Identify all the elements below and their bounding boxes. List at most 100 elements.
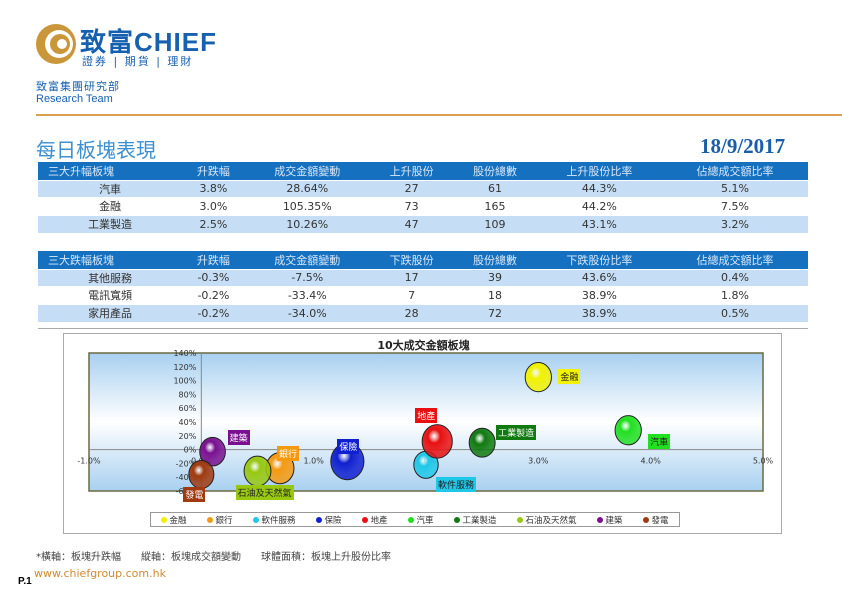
column-header: 股份總數 [453,162,537,180]
legend-marker [517,516,524,523]
column-header: 升跌幅 [182,251,245,269]
table-row: 汽車 3.8% 28.64% 27 61 44.3% 5.1% [38,179,808,198]
website-link[interactable]: www.chiefgroup.com.hk [34,567,166,580]
bubble-label: 工業製造 [496,424,537,440]
bubble-9 [188,460,215,489]
chart-title: 10大成交金額板塊 [377,339,470,352]
column-header: 下跌股份 [369,251,454,269]
legend-marker [253,516,260,523]
bubble-4 [421,424,453,459]
y-tick-label: -40% [176,473,197,482]
column-header: 上升股份 [369,162,454,180]
bubble-label: 建築 [227,429,250,445]
legend-marker [643,516,650,523]
column-header: 佔總成交額比率 [661,251,808,269]
x-tick-label: 4.0% [641,457,662,466]
table-cell: 0.4% [661,268,808,287]
bubble-label: 地產 [415,408,438,424]
table-row: 工業製造 2.5% 10.26% 47 109 43.1% 3.2% [38,214,808,233]
legend-item: 發電 [643,514,669,526]
table-cell: 165 [453,197,537,215]
table-row: 電訊寬頻 -0.2% -33.4% 7 18 38.9% 1.8% [38,286,808,304]
table-cell: 0.5% [661,303,808,322]
bubble-label: 汽車 [648,434,671,450]
table-cell: 3.0% [182,197,245,215]
table-cell: -34.0% [244,303,370,322]
top-sectors-table: 三大升幅板塊 升跌幅 成交金額變動 上升股份 股份總數 上升股份比率 佔總成交額比率 汽車 3.… [38,162,808,233]
bubble-8 [199,436,226,467]
legend-label: 汽車 [416,515,434,526]
bubble-5 [614,415,642,446]
table-row: 其他服務 -0.3% -7.5% 17 39 43.6% 0.4% [38,268,808,287]
table-cell: 105.35% [244,197,370,215]
divider [36,114,842,116]
legend-marker [454,516,461,523]
legend-item: 軟件服務 [253,514,296,526]
table-row: 金融 3.0% 105.35% 73 165 44.2% 7.5% [38,197,808,215]
legend-marker [161,516,168,523]
y-tick-label: 60% [179,404,197,413]
table-cell: 47 [369,214,454,233]
bottom-sectors-table: 三大跌幅板塊 升跌幅 成交金額變動 下跌股份 股份總數 下跌股份比率 佔總成交額比率 其他服務… [38,251,808,322]
chart-legend: 金融 銀行 軟件服務 保險 地產 汽車 工業製造 石油及天然氣 建築 發電 [150,512,680,527]
legend-item: 銀行 [207,514,233,526]
column-header: 三大升幅板塊 [38,162,183,180]
column-header: 佔總成交額比率 [661,162,808,180]
column-header: 成交金額變動 [244,162,370,180]
legend-marker [362,516,369,523]
legend-label: 工業製造 [462,515,497,526]
legend-label: 石油及天然氣 [525,515,577,526]
bubble-0 [524,362,552,393]
report-date: 18/9/2017 [700,134,786,158]
legend-item: 工業製造 [454,514,497,526]
table-cell: 44.3% [536,179,662,198]
table-cell: -33.4% [244,286,370,304]
table-cell: 39 [453,268,537,287]
bubble-label: 銀行 [276,446,299,462]
column-header: 下跌股份比率 [536,251,662,269]
table-cell: 家用產品 [38,303,183,322]
table-cell: 43.6% [536,268,662,287]
legend-item: 石油及天然氣 [517,514,577,526]
legend-item: 金融 [161,514,187,526]
page-number: P.1 [18,576,32,587]
table-cell: 38.9% [536,286,662,304]
column-header: 升跌幅 [182,162,245,180]
table-cell: 27 [369,179,454,198]
table-cell: 28.64% [244,179,370,198]
y-tick-label: 40% [179,418,197,427]
table-cell: 其他服務 [38,268,183,287]
column-header: 成交金額變動 [244,251,370,269]
bubble-label: 軟件服務 [436,476,477,492]
legend-label: 保險 [324,515,342,526]
legend-label: 發電 [651,515,669,526]
department: 致富集團研究部 [36,80,120,93]
table-cell: 工業製造 [38,214,183,233]
y-tick-label: 100% [173,377,196,386]
table-cell: 38.9% [536,303,662,322]
legend-label: 地產 [370,515,388,526]
legend-marker [207,516,214,523]
bubble-label: 保險 [337,439,360,455]
table-cell: 7.5% [661,197,808,215]
table-cell: -0.3% [182,268,245,287]
table-cell: 電訊寬頻 [38,286,183,304]
y-tick-label: 120% [173,363,196,372]
table-cell: 1.8% [661,286,808,304]
y-tick-label: 140% [173,349,196,358]
table-cell: 73 [369,197,454,215]
y-tick-label: 20% [179,432,197,441]
footnote: *橫軸：板塊升跌幅 縱軸：板塊成交額變動 球體面積：板塊上升股份比率 [36,552,391,563]
logo-icon [36,24,76,64]
table-cell: 2.5% [182,214,245,233]
legend-item: 地產 [362,514,388,526]
table-cell: 28 [369,303,454,322]
column-header: 上升股份比率 [536,162,662,180]
chart-plot: -1.0%0.0%1.0%2.0%3.0%4.0%5.0%140%120%100… [77,349,773,496]
table-cell: 3.2% [661,214,808,233]
team-name: Research Team [36,93,113,105]
bubble-chart: 10大成交金額板塊 -1.0%0.0%1.0%2.0%3.0%4.0%5.0%1… [63,333,782,534]
table-cell: 17 [369,268,454,287]
bubble-6 [468,427,496,458]
legend-label: 軟件服務 [261,515,296,526]
